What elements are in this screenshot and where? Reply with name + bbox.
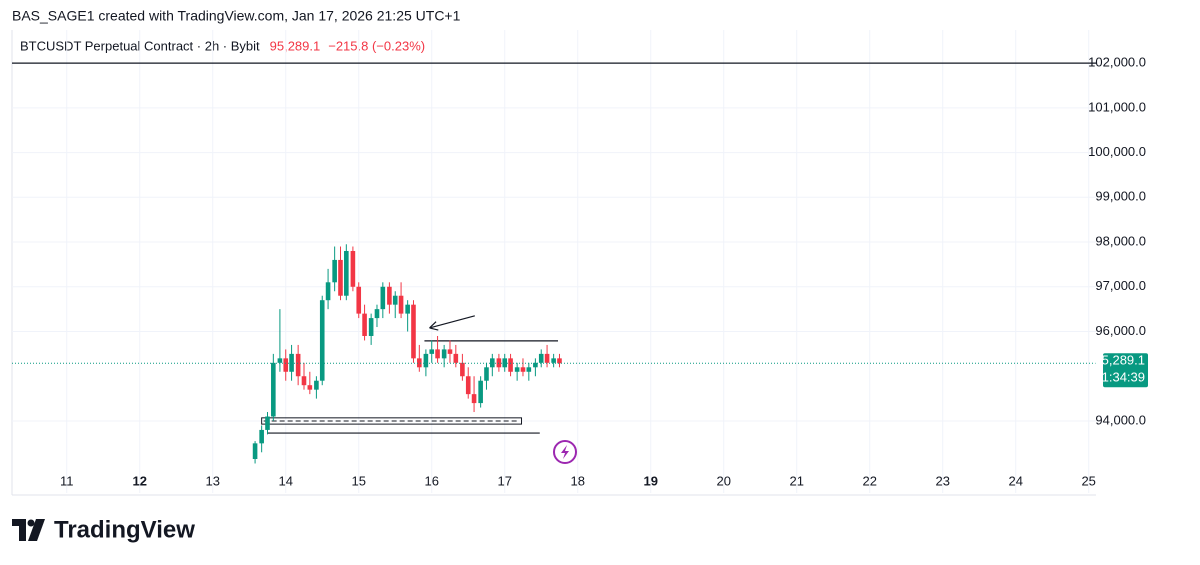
x-tick-label: 16 — [424, 473, 438, 488]
x-tick-label: 22 — [862, 473, 876, 488]
x-tick-label: 17 — [497, 473, 511, 488]
x-tick-label: 14 — [279, 473, 293, 488]
legend-change: −215.8 (−0.23%) — [328, 38, 425, 53]
candle-body — [265, 416, 270, 430]
x-tick-label: 11 — [60, 473, 74, 488]
candle-body — [356, 286, 362, 314]
candle-body — [380, 286, 386, 310]
legend-price: 95,289.1 — [270, 38, 321, 53]
candle-body — [484, 367, 489, 381]
candle-body — [465, 376, 471, 395]
logo-icon — [12, 519, 45, 541]
candle-body — [551, 358, 556, 363]
candle-body — [344, 250, 349, 296]
candle-body — [508, 358, 513, 372]
candle-body — [307, 385, 313, 390]
logo-text: TradingView — [54, 516, 195, 543]
x-tick-label: 12 — [133, 473, 147, 488]
y-tick-label: 98,000.0 — [1095, 233, 1146, 248]
x-tick-label: 20 — [716, 473, 730, 488]
x-tick-label: 13 — [206, 473, 220, 488]
arrow — [429, 315, 475, 329]
x-tick-label: 23 — [935, 473, 949, 488]
candle-body — [471, 394, 477, 404]
candle-body — [338, 259, 343, 296]
attribution: BAS_SAGE1 created with TradingView.com, … — [12, 8, 461, 24]
y-tick-label: 101,000.0 — [1088, 99, 1146, 114]
candle-body — [441, 349, 447, 359]
candle-body — [271, 362, 276, 417]
x-tick-label: 25 — [1081, 473, 1095, 488]
y-tick-label: 102,000.0 — [1088, 55, 1146, 70]
candle-body — [405, 304, 410, 314]
arrow-head — [429, 321, 437, 329]
candle-body — [435, 349, 440, 359]
x-tick-label: 19 — [643, 473, 657, 488]
candle-body — [277, 358, 283, 363]
candle-body — [538, 353, 544, 363]
candle-body — [453, 353, 459, 363]
candle-body — [417, 358, 422, 368]
y-tick-label: 100,000.0 — [1088, 144, 1146, 159]
candle-body — [520, 367, 526, 372]
candle-body — [295, 353, 301, 377]
candle-body — [387, 286, 392, 305]
candle-body — [411, 304, 416, 359]
candle-body — [362, 313, 367, 336]
candle-body — [252, 443, 258, 460]
candle-body — [514, 367, 520, 372]
price-label: 95,289.1 — [1094, 353, 1145, 368]
candle-body — [423, 353, 429, 368]
candle-body — [319, 300, 325, 381]
candle-body — [557, 358, 562, 364]
countdown: 01:34:39 — [1094, 370, 1145, 385]
candle-body — [447, 349, 453, 354]
event-icon — [553, 440, 577, 464]
y-tick-label: 99,000.0 — [1095, 189, 1146, 204]
candle-body — [325, 282, 331, 301]
candle-body — [526, 367, 532, 372]
candle-body — [460, 362, 465, 377]
candle-body — [374, 309, 380, 319]
candle-body — [301, 376, 307, 386]
candle-body — [283, 358, 289, 372]
candle-body — [478, 380, 483, 404]
x-tick-label: 15 — [351, 473, 365, 488]
candle-body — [332, 259, 337, 283]
y-tick-label: 94,000.0 — [1095, 412, 1146, 427]
x-tick-label: 21 — [789, 473, 803, 488]
x-tick-label: 18 — [570, 473, 584, 488]
candle-body — [350, 250, 356, 287]
y-tick-label: 96,000.0 — [1095, 323, 1146, 338]
zone-rectangle — [261, 417, 523, 425]
candle-body — [368, 318, 374, 336]
candle-body — [533, 362, 538, 368]
candle-body — [314, 380, 319, 390]
candle-body — [429, 349, 435, 354]
candle-body — [392, 295, 398, 305]
y-tick-label: 97,000.0 — [1095, 278, 1146, 293]
candle-body — [544, 353, 550, 363]
candle-body — [259, 429, 264, 444]
candle-body — [398, 295, 404, 314]
price-label-box — [1103, 353, 1148, 388]
x-tick-label: 24 — [1008, 473, 1022, 488]
arrow-head — [429, 327, 439, 331]
